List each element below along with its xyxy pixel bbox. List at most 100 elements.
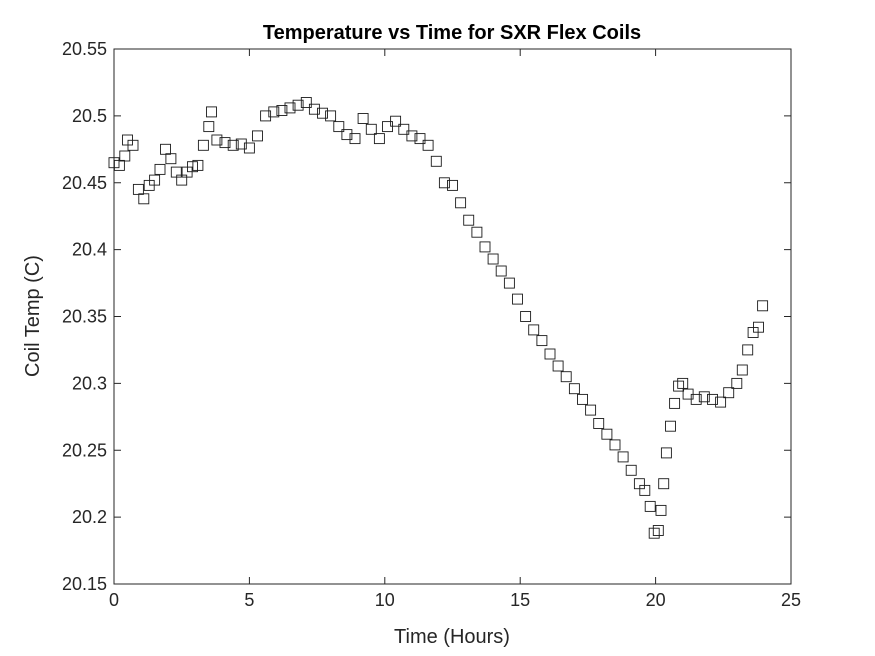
data-point: [577, 393, 588, 405]
x-tick-label: 10: [375, 590, 395, 610]
data-point: [698, 391, 710, 403]
data-point: [203, 121, 215, 133]
x-axis-label: Time (Hours): [394, 626, 510, 648]
data-point: [300, 97, 312, 108]
data-point: [669, 397, 681, 409]
data-point: [560, 371, 572, 383]
data-point: [528, 324, 540, 336]
data-point: [260, 110, 272, 122]
y-axis-ticks: 20.15 20.2 20.25 20.3 20.35 20.4 20.45 20.5 20.5…: [62, 39, 791, 594]
x-tick-label: 0: [109, 590, 119, 610]
data-point: [357, 113, 369, 124]
data-point: [677, 377, 689, 389]
data-point: [268, 106, 280, 118]
data-point: [658, 478, 670, 490]
data-point: [707, 393, 718, 405]
data-point: [673, 380, 685, 392]
x-tick-label: 25: [781, 590, 801, 610]
y-tick-label: 20.3: [72, 373, 107, 393]
y-tick-label: 20.25: [62, 440, 107, 460]
y-tick-label: 20.35: [62, 307, 107, 327]
data-point: [252, 130, 263, 142]
data-point: [585, 404, 597, 416]
x-tick-label: 20: [646, 590, 666, 610]
data-point: [317, 107, 328, 119]
y-tick-label: 20.2: [72, 507, 107, 527]
data-point: [333, 121, 345, 133]
y-tick-label: 20.4: [72, 240, 107, 260]
data-point: [373, 133, 385, 145]
data-point: [211, 134, 223, 146]
data-point: [406, 130, 418, 142]
chart-title: Temperature vs Time for SXR Flex Coils: [263, 22, 641, 44]
data-point: [665, 420, 676, 432]
data-point: [552, 360, 564, 372]
data-point: [652, 525, 664, 536]
data-point: [192, 159, 204, 171]
data-point: [149, 174, 161, 186]
data-point: [308, 103, 320, 115]
data-point: [235, 138, 247, 150]
x-tick-label: 15: [510, 590, 530, 610]
data-point: [520, 311, 532, 322]
data-point: [503, 277, 515, 289]
data-point: [197, 139, 209, 151]
data-point: [455, 197, 467, 209]
data-point: [165, 153, 177, 165]
data-point: [512, 293, 523, 305]
data-point: [398, 123, 410, 135]
data-point: [154, 163, 166, 175]
y-tick-label: 20.5: [72, 106, 107, 126]
data-point: [715, 396, 727, 408]
data-point: [648, 527, 660, 539]
y-tick-label: 20.45: [62, 173, 107, 193]
data-point: [447, 179, 458, 191]
data-point: [601, 428, 613, 440]
data-markers: [108, 97, 769, 539]
data-point: [660, 447, 672, 459]
data-point: [292, 99, 304, 111]
data-point: [127, 139, 139, 151]
data-point: [487, 253, 499, 265]
data-point: [138, 193, 150, 205]
data-point: [325, 110, 337, 122]
data-point: [617, 451, 629, 463]
y-tick-label: 20.15: [62, 574, 107, 594]
data-point: [219, 137, 231, 149]
data-point: [536, 335, 548, 347]
data-point: [593, 418, 605, 429]
data-point: [390, 115, 402, 127]
data-point: [644, 500, 656, 512]
data-point: [243, 142, 255, 154]
data-point: [736, 364, 748, 376]
data-point: [544, 348, 556, 360]
data-point: [206, 106, 217, 118]
plot-area: [113, 48, 792, 585]
data-point: [471, 226, 483, 238]
data-point: [284, 102, 296, 114]
data-point: [753, 321, 764, 333]
x-tick-label: 5: [244, 590, 254, 610]
data-point: [731, 377, 743, 389]
data-point: [742, 344, 754, 356]
data-point: [495, 265, 507, 277]
data-point: [609, 439, 621, 451]
data-point: [757, 300, 769, 312]
data-point: [227, 139, 239, 151]
data-point: [119, 150, 131, 162]
y-axis-label: Coil Temp (C): [22, 255, 44, 377]
data-point: [438, 177, 450, 189]
data-point: [723, 387, 735, 399]
data-point: [655, 504, 667, 516]
data-point: [639, 484, 651, 496]
data-point: [276, 105, 288, 116]
data-point: [430, 155, 442, 167]
data-point: [422, 139, 434, 151]
data-point: [365, 123, 377, 135]
data-point: [568, 383, 580, 395]
data-point: [690, 393, 702, 405]
data-point: [414, 133, 426, 145]
data-point: [479, 241, 491, 253]
data-point: [625, 464, 637, 476]
